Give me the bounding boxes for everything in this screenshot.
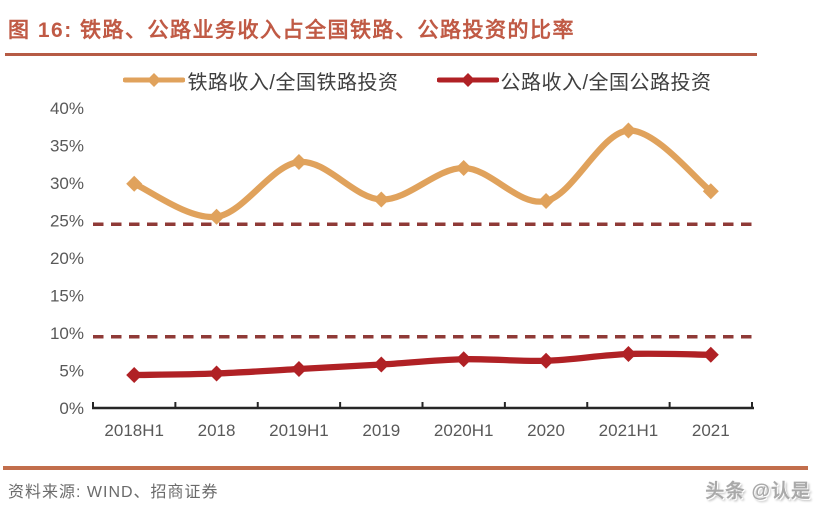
railway-line-marker xyxy=(123,73,186,87)
x-tick-label: 2020H1 xyxy=(434,421,494,440)
series-line-0 xyxy=(131,127,714,221)
figure-title: 图 16: 铁路、公路业务收入占全国铁路、公路投资的比率 xyxy=(8,19,576,42)
data-point-marker xyxy=(208,365,225,382)
y-tick-label: 30% xyxy=(50,174,84,193)
legend-item-railway: 铁路收入/全国铁路投资 xyxy=(123,66,398,95)
y-tick-label: 25% xyxy=(50,212,84,231)
x-tick-label: 2019 xyxy=(362,421,400,440)
data-point-marker xyxy=(538,193,555,209)
x-tick-label: 2021H1 xyxy=(599,421,659,440)
highway-legend-diamond xyxy=(460,73,475,87)
chart-legend: 铁路收入/全国铁路投资 公路收入/全国公路投资 xyxy=(0,66,835,94)
data-point-marker xyxy=(373,191,390,208)
watermark: 头条 @认是 xyxy=(705,481,811,502)
legend-label-railway: 铁路收入/全国铁路投资 xyxy=(187,71,399,94)
x-tick-label: 2020 xyxy=(527,421,565,440)
chart-canvas: 0% 5% 10% 15% 20% 25% 30% 35% 40% 2018H1 2018 2019H… xyxy=(50,99,756,440)
data-point-marker xyxy=(538,352,555,369)
data-point-marker xyxy=(208,208,225,225)
source-note: 资料来源: WIND、招商证券 xyxy=(8,484,219,501)
data-point-marker xyxy=(126,175,143,192)
footer-rule xyxy=(3,466,808,470)
data-point-marker xyxy=(455,351,472,368)
data-point-marker xyxy=(126,367,143,383)
y-tick-label: 0% xyxy=(59,399,84,418)
data-point-marker xyxy=(620,122,637,139)
legend-item-highway: 公路收入/全国公路投资 xyxy=(436,66,712,95)
data-point-marker xyxy=(290,361,307,377)
data-point-marker xyxy=(702,346,719,363)
highway-line-marker xyxy=(436,73,499,87)
railway-legend-diamond xyxy=(147,73,162,87)
title-underline xyxy=(5,53,757,56)
y-tick-label: 20% xyxy=(50,249,84,268)
y-tick-label: 10% xyxy=(50,324,84,343)
y-tick-label: 5% xyxy=(59,362,84,381)
x-tick-label: 2018 xyxy=(198,421,236,440)
data-point-marker xyxy=(702,183,719,200)
data-point-marker xyxy=(620,346,637,362)
y-tick-label: 15% xyxy=(50,287,84,306)
y-tick-label: 40% xyxy=(50,99,84,118)
x-tick-label: 2018H1 xyxy=(104,421,164,440)
data-point-marker xyxy=(455,160,472,176)
y-tick-label: 35% xyxy=(50,137,84,156)
data-point-marker xyxy=(373,356,390,373)
x-tick-label: 2021 xyxy=(692,421,730,440)
legend-label-highway: 公路收入/全国公路投资 xyxy=(500,71,712,94)
x-tick-label: 2019H1 xyxy=(269,421,329,440)
data-point-marker xyxy=(290,154,307,170)
series-line-1 xyxy=(131,350,714,379)
